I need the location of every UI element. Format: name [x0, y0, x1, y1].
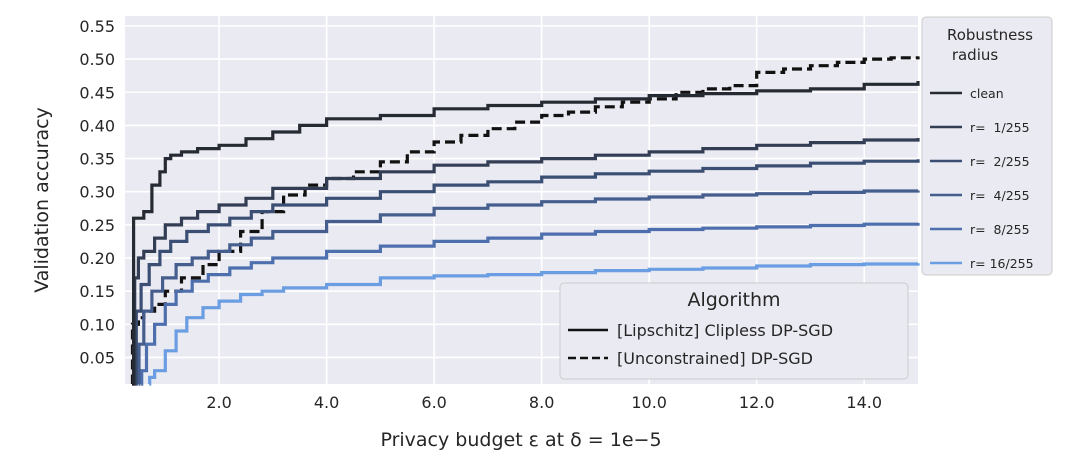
algorithm-legend-title: Algorithm — [687, 289, 780, 311]
radius-legend-entries: clean r= 1/255 r= 2/255 r= 4/255 r= 8/255 r= … — [930, 86, 1034, 271]
x-tick-label: 6.0 — [421, 393, 446, 412]
y-tick-label: 0.10 — [79, 315, 115, 334]
series-layer — [130, 56, 920, 386]
algorithm-legend-box — [559, 282, 909, 380]
x-tick-label: 10.0 — [631, 393, 667, 412]
radius-legend-entry: r= 4/255 — [970, 188, 1030, 203]
series-line — [133, 138, 920, 386]
series-line — [132, 81, 920, 386]
y-tick-label: 0.45 — [79, 83, 115, 102]
series-line — [148, 262, 920, 386]
y-axis-label: Validation accuracy — [31, 107, 53, 293]
y-tick-label: 0.20 — [79, 249, 115, 268]
algorithm-legend: Algorithm [Lipschitz] Clipless DP-SGD [U… — [559, 282, 909, 380]
x-tick-label: 8.0 — [529, 393, 554, 412]
y-tick-label: 0.05 — [79, 348, 115, 367]
y-tick-label: 0.40 — [79, 116, 115, 135]
radius-legend-entry: r= 1/255 — [970, 120, 1030, 135]
radius-legend-entry: r= 8/255 — [970, 222, 1030, 237]
series-line — [130, 56, 920, 386]
x-axis-label: Privacy budget ε at δ = 1e−5 — [380, 429, 661, 451]
y-tick-label: 0.50 — [79, 50, 115, 69]
series-line — [137, 189, 920, 386]
series-line — [134, 159, 920, 386]
x-tick-label: 2.0 — [206, 393, 231, 412]
legend-entry-lipschitz: [Lipschitz] Clipless DP-SGD — [617, 321, 833, 340]
radius-legend-entry: r= 2/255 — [970, 154, 1030, 169]
radius-legend-entry: r= 16/255 — [970, 256, 1034, 271]
y-tick-label: 0.25 — [79, 216, 115, 235]
radius-legend-entry: clean — [970, 86, 1004, 101]
radius-legend-title-line1: Robustness — [947, 26, 1033, 44]
legend-entry-unconstrained: [Unconstrained] DP-SGD — [617, 349, 813, 368]
y-tick-label: 0.30 — [79, 183, 115, 202]
x-tick-label: 14.0 — [846, 393, 882, 412]
series-line — [140, 222, 920, 386]
x-tick-label: 12.0 — [739, 393, 775, 412]
radius-legend: Robustness radius clean r= 1/255 r= 2/255 r… — [921, 16, 1053, 276]
x-tick-label: 4.0 — [314, 393, 339, 412]
y-tick-label: 0.15 — [79, 282, 115, 301]
radius-legend-title-line2: radius — [952, 46, 999, 64]
ticks-layer: 2.0 4.0 6.0 8.0 10.0 12.0 14.0 0.05 0.10 0.15 0.20… — [79, 17, 882, 412]
radius-legend-box — [921, 16, 1053, 276]
y-tick-label: 0.35 — [79, 150, 115, 169]
y-tick-label: 0.55 — [79, 17, 115, 36]
